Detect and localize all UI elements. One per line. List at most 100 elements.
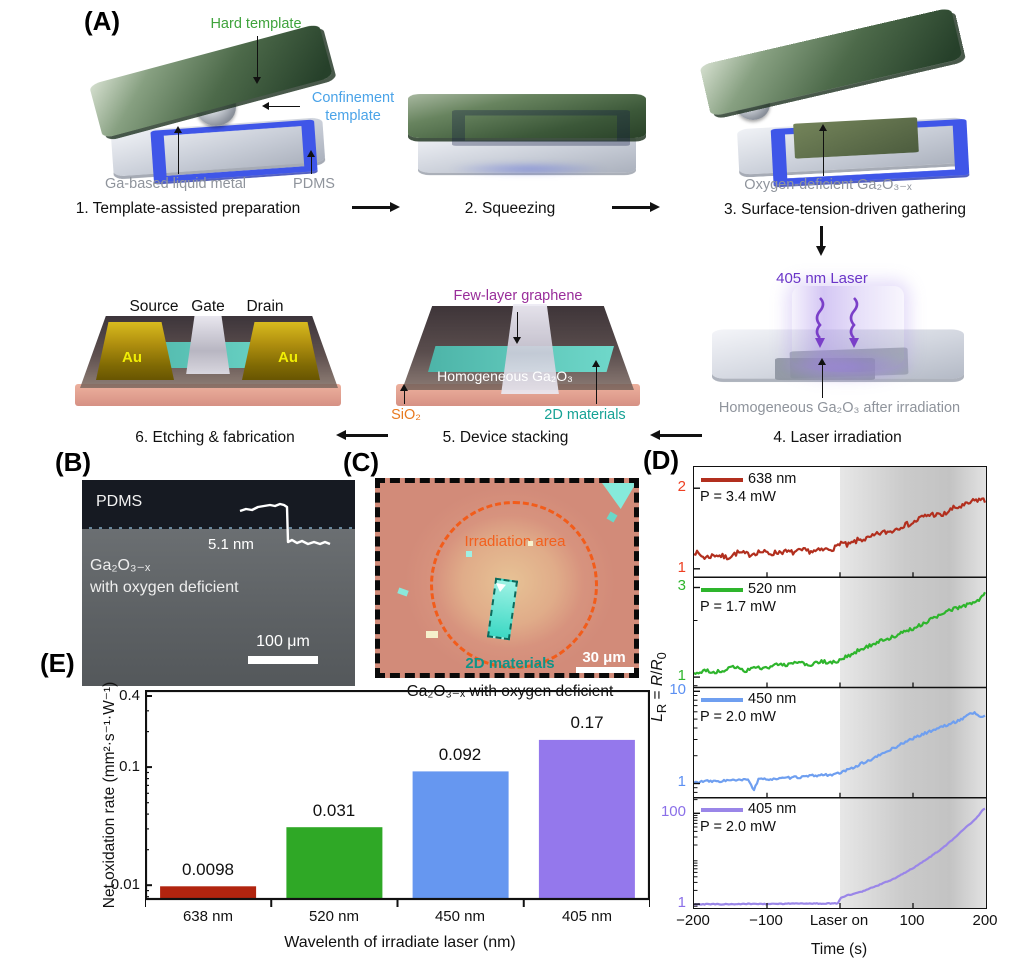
pdms-region bbox=[82, 480, 355, 529]
irradiation-area-label: Irradiation area bbox=[464, 533, 566, 550]
au-pad-drain bbox=[242, 322, 320, 380]
legend-swatch-638 bbox=[701, 478, 743, 482]
irradiation-area-circle bbox=[430, 501, 598, 669]
step6-caption: 6. Etching & fabrication bbox=[135, 429, 295, 446]
panel-b-micrograph: PDMS 5.1 nm Ga₂O₃₋ₓ with oxygen deficien… bbox=[82, 480, 355, 686]
legend-520: 520 nm bbox=[748, 581, 797, 597]
speck bbox=[606, 511, 618, 523]
scalebar-b-text: 100 μm bbox=[256, 633, 310, 650]
source-label: Source bbox=[129, 298, 179, 315]
e-bar-value: 0.0098 bbox=[182, 860, 234, 879]
panel-d-plot-frame bbox=[693, 466, 987, 909]
d-ytick-label: 100 bbox=[660, 803, 686, 821]
speck bbox=[426, 631, 438, 638]
confinement-template-arrow bbox=[262, 102, 300, 111]
oxygen-deficient-arrow bbox=[819, 124, 828, 176]
step3-caption: 3. Surface-tension-driven gathering bbox=[723, 201, 967, 218]
materials-2d-arrow bbox=[592, 360, 601, 404]
d-xaxis-title: Time (s) bbox=[810, 941, 868, 958]
speck bbox=[397, 587, 409, 597]
e-bar-value: 0.031 bbox=[312, 801, 356, 820]
hard-template-arrow bbox=[253, 36, 262, 84]
film-name-line2: with oxygen deficient bbox=[90, 579, 239, 596]
laser-base-glow bbox=[780, 352, 916, 382]
thickness-value: 5.1 nm bbox=[208, 536, 254, 553]
laser-beam-cylinder bbox=[792, 286, 904, 372]
arrow-step1-to-2 bbox=[352, 202, 400, 212]
homogeneous-ga2o3-label: Homogeneous Ga₂O₃ bbox=[437, 368, 573, 384]
e-yaxis-title: Net oxidation rate (mm²·s⁻¹·W⁻¹) bbox=[101, 681, 118, 909]
d-ylabel-den: R bbox=[649, 659, 666, 671]
panel-b-label: (B) bbox=[55, 447, 92, 477]
e-bar-value: 0.092 bbox=[438, 745, 482, 764]
d-xtick: 100 bbox=[899, 912, 925, 929]
panel-a-label: (A) bbox=[84, 6, 121, 36]
d-xtick: −200 bbox=[676, 912, 710, 929]
pdms-label: PDMS bbox=[293, 176, 335, 192]
e-ytick: 0.1 bbox=[119, 758, 140, 775]
d-ytick-label: 2 bbox=[677, 478, 686, 496]
e-ytick: 0.4 bbox=[119, 687, 140, 704]
e-ytick: 0.01 bbox=[110, 876, 140, 893]
arrow-step2-to-3 bbox=[612, 202, 660, 212]
drain-label: Drain bbox=[246, 298, 284, 315]
scalebar-c bbox=[576, 667, 634, 673]
confinement-frame-visible-2 bbox=[452, 110, 630, 146]
liquid-metal-arrow bbox=[174, 126, 183, 174]
thickness-profile-trace bbox=[239, 502, 331, 546]
au-label-right: Au bbox=[278, 349, 298, 366]
d-ylabel-eq: = bbox=[649, 686, 666, 704]
d-yaxis-title: LR = R/R0 bbox=[649, 602, 671, 772]
legend-638: 638 nm bbox=[748, 471, 797, 487]
legend-swatch-520 bbox=[701, 588, 743, 592]
arrow-step4-to-5 bbox=[650, 430, 702, 440]
step4-caption: 4. Laser irradiation bbox=[773, 429, 902, 446]
e-bar-value: 0.17 bbox=[570, 713, 604, 732]
power-405: P = 2.0 mW bbox=[700, 819, 776, 835]
panel-e-label: (E) bbox=[40, 648, 75, 678]
d-ytick-label: 3 bbox=[677, 577, 686, 595]
d-ylabel-densub: 0 bbox=[654, 652, 670, 660]
speck bbox=[528, 541, 533, 546]
graphene-arrow bbox=[513, 312, 522, 344]
gathered-film-3 bbox=[793, 117, 919, 159]
d-ytick-label: 1 bbox=[677, 558, 686, 576]
legend-swatch-405 bbox=[701, 808, 743, 812]
power-520: P = 1.7 mW bbox=[700, 599, 776, 615]
d-ylabel-sub: R bbox=[654, 703, 670, 714]
gate-label: Gate bbox=[191, 298, 225, 315]
arrow-step5-to-6 bbox=[336, 430, 388, 440]
d-ytick-label: 1 bbox=[677, 894, 686, 912]
legend-450: 450 nm bbox=[748, 691, 797, 707]
d-ytick-label: 10 bbox=[669, 681, 686, 699]
d-xtick: −100 bbox=[749, 912, 783, 929]
d-ylabel-num: R bbox=[649, 674, 666, 687]
d-ytick-label: 1 bbox=[677, 773, 686, 791]
materials-2d-label-c: 2D materials bbox=[465, 655, 555, 672]
d-xtick-laser-on: Laser on bbox=[809, 912, 869, 929]
gate-strip-6 bbox=[186, 316, 230, 374]
scalebar-c-text: 30 μm bbox=[582, 649, 626, 666]
hard-template-plate-3 bbox=[699, 7, 963, 117]
step5-caption: 5. Device stacking bbox=[442, 429, 569, 446]
e-category: 638 nm bbox=[182, 908, 234, 925]
confinement-template-label: Confinement template bbox=[311, 90, 395, 124]
laser-wave-icon bbox=[849, 297, 859, 348]
scalebar-b bbox=[248, 656, 318, 664]
pdms-text: PDMS bbox=[96, 493, 143, 510]
laser-wave-icon bbox=[815, 297, 825, 348]
d-ylabel-slash: / bbox=[649, 670, 666, 675]
laser-405-label: 405 nm Laser bbox=[776, 270, 868, 287]
interface-speckles bbox=[82, 527, 355, 529]
flake-highlight bbox=[496, 583, 506, 592]
panel-c-micrograph: Irradiation area 2D materials 30 μm bbox=[375, 478, 639, 678]
au-pad-source bbox=[96, 322, 174, 380]
few-layer-graphene-label: Few-layer graphene bbox=[453, 288, 583, 304]
pdms-arrow bbox=[307, 150, 316, 174]
liquid-metal-label: Ga-based liquid metal bbox=[104, 176, 247, 192]
panel-d-chart bbox=[694, 467, 986, 908]
panel-c-label: (C) bbox=[343, 447, 380, 477]
legend-swatch-450 bbox=[701, 698, 743, 702]
panel-e-chart bbox=[145, 690, 650, 907]
